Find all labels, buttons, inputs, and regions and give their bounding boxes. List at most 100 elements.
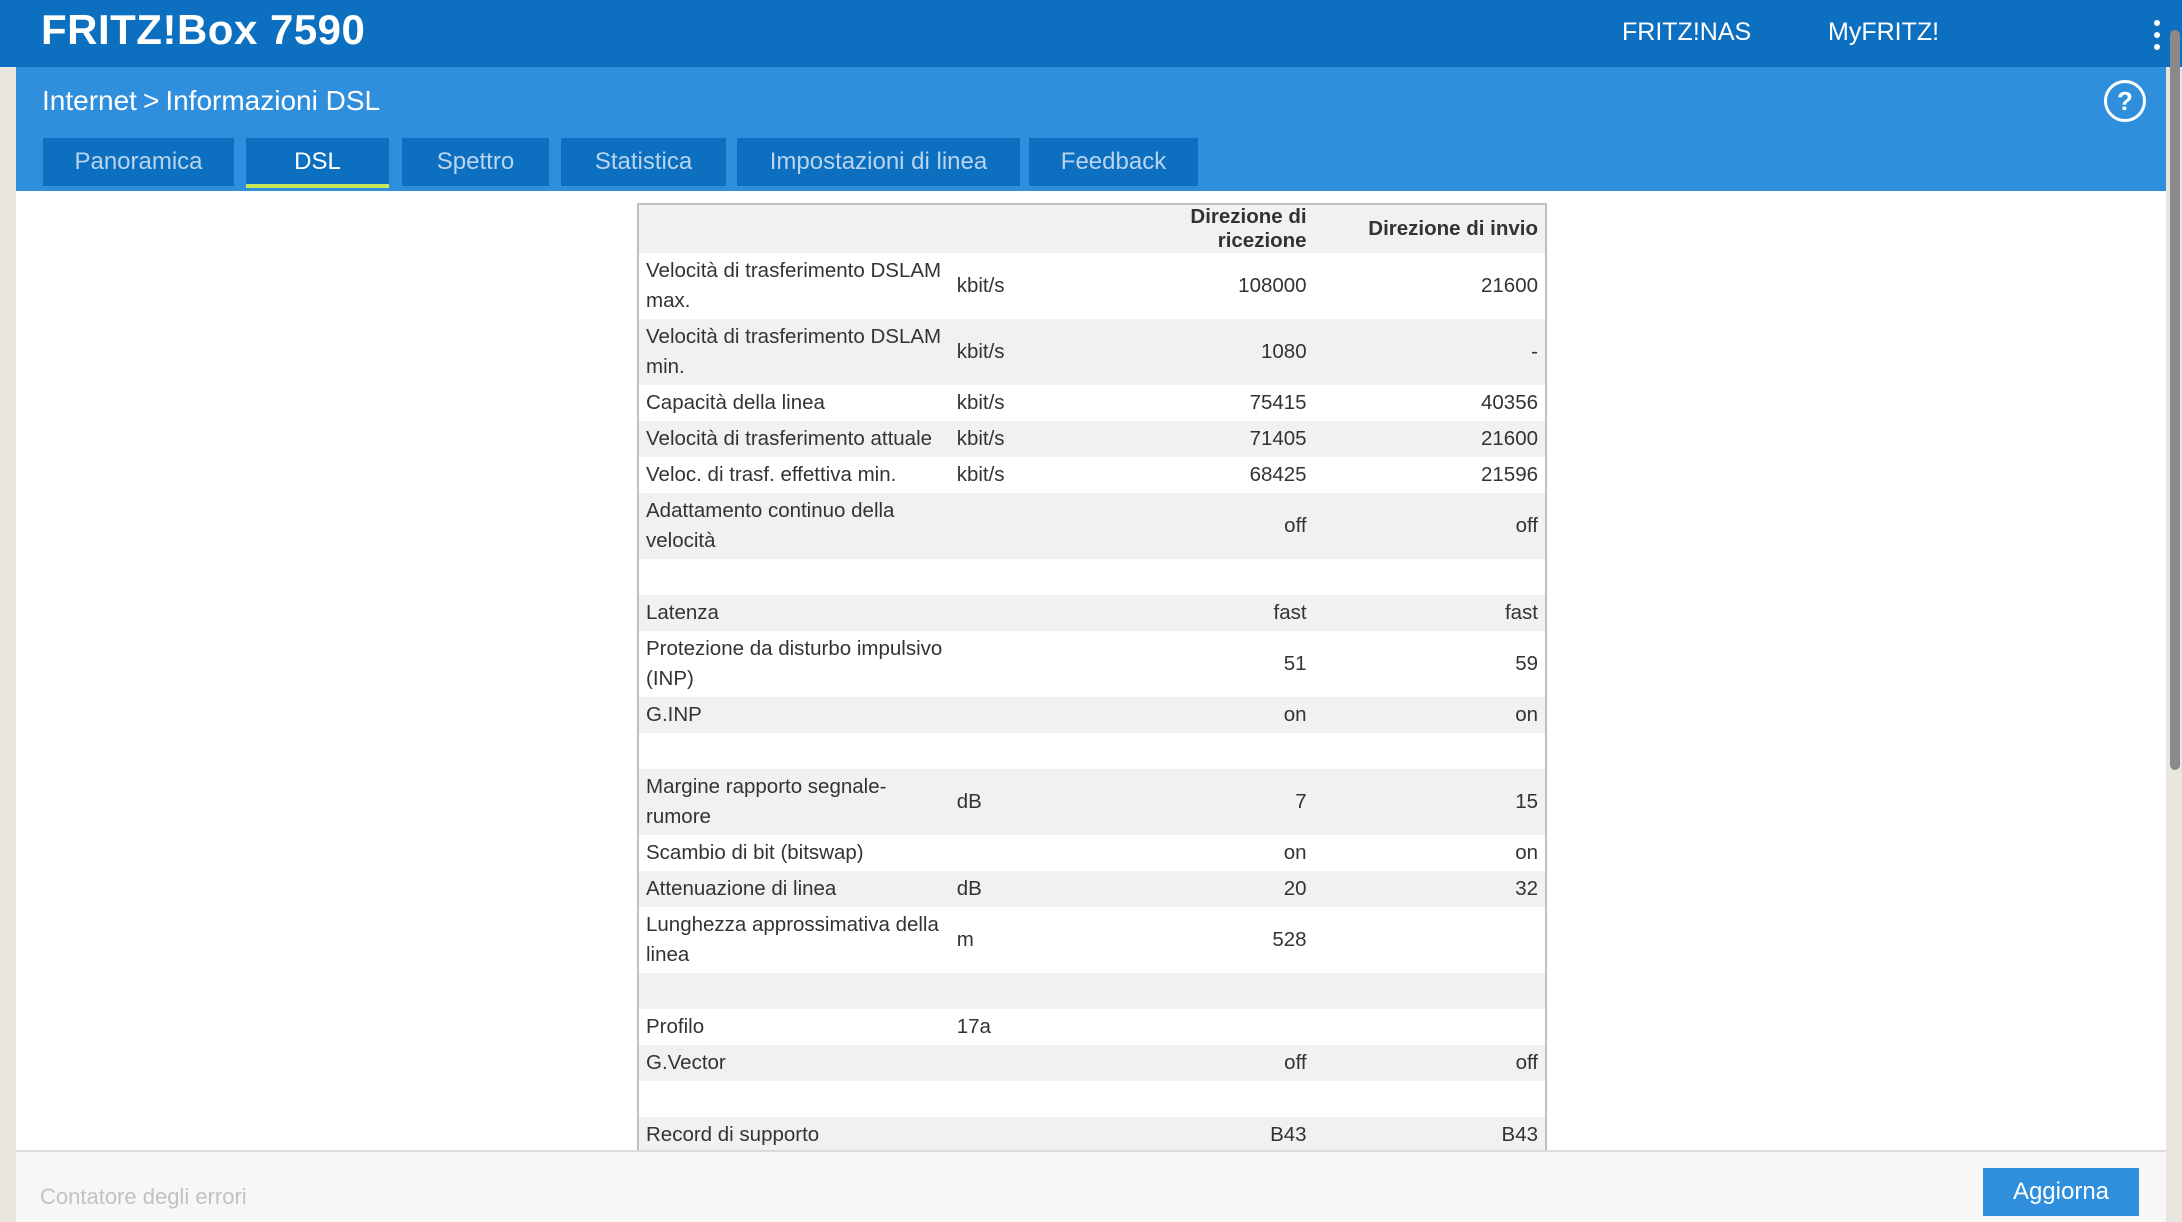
menu-kebab-icon[interactable] <box>2153 20 2161 50</box>
table-row: Velocità di trasferimento attuale kbit/s 7… <box>638 421 1546 457</box>
table-header-downstream: Direzione di ricezione <box>1101 204 1314 253</box>
row-unit <box>949 973 1102 1009</box>
row-downstream-value: on <box>1101 697 1314 733</box>
row-label: Capacità della linea <box>638 385 950 421</box>
row-label: Velocità di trasferimento attuale <box>638 421 950 457</box>
row-label <box>638 733 950 769</box>
footer-bar: Contatore degli errori Aggiorna <box>16 1150 2166 1222</box>
row-label: Margine rapporto segnale-rumore <box>638 769 950 835</box>
myfritz-link[interactable]: MyFRITZ! <box>1828 18 1940 46</box>
tab-dsl[interactable]: DSL <box>246 138 389 188</box>
tab-feedback[interactable]: Feedback <box>1029 138 1198 186</box>
row-downstream-value: fast <box>1101 595 1314 631</box>
table-row: G.Vector off off <box>638 1045 1546 1081</box>
table-header-label <box>638 204 950 253</box>
table-row: Record di supporto B43 B43 <box>638 1117 1546 1154</box>
row-label: Latenza <box>638 595 950 631</box>
row-upstream-value <box>1313 1009 1546 1045</box>
table-spacer-row <box>638 559 1546 595</box>
row-downstream-value: 1080 <box>1101 319 1314 385</box>
row-label <box>638 1081 950 1117</box>
row-upstream-value: 21596 <box>1313 457 1546 493</box>
row-label: G.INP <box>638 697 950 733</box>
row-upstream-value <box>1313 907 1546 973</box>
refresh-button[interactable]: Aggiorna <box>1983 1168 2139 1216</box>
main-content: Direzione di ricezione Direzione di invi… <box>16 191 2166 1155</box>
row-downstream-value <box>1101 733 1314 769</box>
row-downstream-value: 528 <box>1101 907 1314 973</box>
row-label: Profilo <box>638 1009 950 1045</box>
row-unit <box>949 595 1102 631</box>
brand-logo: FRITZ!Box 7590 <box>41 6 366 53</box>
row-downstream-value: on <box>1101 835 1314 871</box>
tab-statistica[interactable]: Statistica <box>561 138 726 186</box>
row-label: Lunghezza approssimativa della linea <box>638 907 950 973</box>
row-upstream-value: - <box>1313 319 1546 385</box>
row-upstream-value: 40356 <box>1313 385 1546 421</box>
table-row: Velocità di trasferimento DSLAM min. kbit… <box>638 319 1546 385</box>
row-upstream-value: on <box>1313 835 1546 871</box>
row-upstream-value: off <box>1313 1045 1546 1081</box>
row-label: Protezione da disturbo impulsivo (INP) <box>638 631 950 697</box>
row-downstream-value: off <box>1101 1045 1314 1081</box>
top-bar: FRITZ!Box 7590 FRITZ!NAS MyFRITZ! <box>0 0 2182 67</box>
row-label <box>638 973 950 1009</box>
table-row: Attenuazione di linea dB 20 32 <box>638 871 1546 907</box>
row-upstream-value: 21600 <box>1313 421 1546 457</box>
scrollbar[interactable] <box>2170 30 2180 770</box>
row-upstream-value: 21600 <box>1313 253 1546 319</box>
row-label: Velocità di trasferimento DSLAM min. <box>638 319 950 385</box>
fritz-nas-link[interactable]: FRITZ!NAS <box>1622 18 1752 46</box>
table-row: Lunghezza approssimativa della linea m 528 <box>638 907 1546 973</box>
row-upstream-value: on <box>1313 697 1546 733</box>
row-downstream-value: 7 <box>1101 769 1314 835</box>
error-counter-label: Contatore degli errori <box>40 1184 247 1209</box>
row-downstream-value: off <box>1101 493 1314 559</box>
chevron-right-icon: > <box>142 85 160 116</box>
row-unit: 17a <box>949 1009 1102 1045</box>
row-upstream-value <box>1313 1081 1546 1117</box>
table-row: Veloc. di trasf. effettiva min. kbit/s 684… <box>638 457 1546 493</box>
row-downstream-value: 71405 <box>1101 421 1314 457</box>
row-unit: kbit/s <box>949 319 1102 385</box>
row-downstream-value: 68425 <box>1101 457 1314 493</box>
row-downstream-value <box>1101 559 1314 595</box>
row-unit: dB <box>949 769 1102 835</box>
help-icon[interactable]: ? <box>2104 80 2146 122</box>
row-downstream-value: 75415 <box>1101 385 1314 421</box>
table-row: Scambio di bit (bitswap) on on <box>638 835 1546 871</box>
row-label: Veloc. di trasf. effettiva min. <box>638 457 950 493</box>
row-unit <box>949 1117 1102 1154</box>
row-unit <box>949 631 1102 697</box>
row-downstream-value: 51 <box>1101 631 1314 697</box>
tab-spettro[interactable]: Spettro <box>402 138 549 186</box>
table-row: G.INP on on <box>638 697 1546 733</box>
table-row: Profilo 17a <box>638 1009 1546 1045</box>
row-downstream-value <box>1101 1009 1314 1045</box>
row-label: Record di supporto <box>638 1117 950 1154</box>
row-label: G.Vector <box>638 1045 950 1081</box>
table-spacer-row <box>638 1081 1546 1117</box>
row-label <box>638 559 950 595</box>
sub-header: Internet > Informazioni DSL ? Panoramica D… <box>16 67 2166 191</box>
row-upstream-value: 15 <box>1313 769 1546 835</box>
table-row: Latenza fast fast <box>638 595 1546 631</box>
row-unit <box>949 1045 1102 1081</box>
table-spacer-row <box>638 733 1546 769</box>
row-unit: m <box>949 907 1102 973</box>
row-unit: kbit/s <box>949 457 1102 493</box>
table-header-unit <box>949 204 1102 253</box>
row-upstream-value <box>1313 973 1546 1009</box>
breadcrumb-current: Informazioni DSL <box>165 85 381 116</box>
table-row: Velocità di trasferimento DSLAM max. kbit… <box>638 253 1546 319</box>
row-label: Velocità di trasferimento DSLAM max. <box>638 253 950 319</box>
row-upstream-value: 59 <box>1313 631 1546 697</box>
row-label: Attenuazione di linea <box>638 871 950 907</box>
tab-panoramica[interactable]: Panoramica <box>43 138 234 186</box>
row-upstream-value: fast <box>1313 595 1546 631</box>
row-upstream-value <box>1313 559 1546 595</box>
row-unit <box>949 835 1102 871</box>
breadcrumb-internet[interactable]: Internet <box>42 85 137 116</box>
table-row: Capacità della linea kbit/s 75415 40356 <box>638 385 1546 421</box>
tab-impostazioni-linea[interactable]: Impostazioni di linea <box>737 138 1020 186</box>
